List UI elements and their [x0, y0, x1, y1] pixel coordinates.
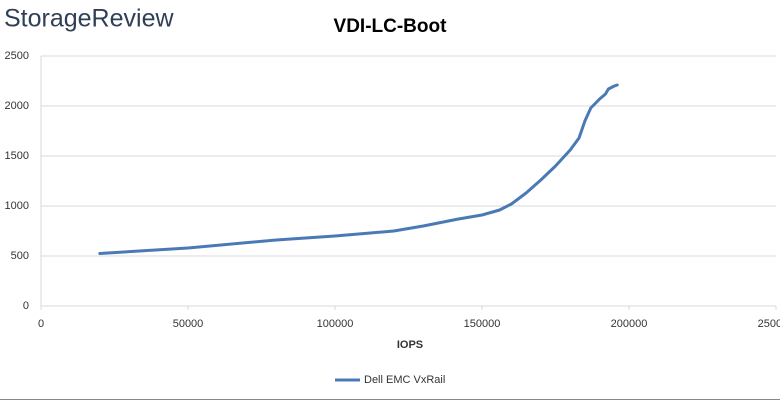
data-line	[98, 83, 619, 255]
y-tick-label: 2500	[5, 50, 29, 62]
x-tick-label: 0	[38, 318, 44, 330]
x-tick-label: 50000	[173, 318, 204, 330]
y-tick-label: 1500	[5, 150, 29, 162]
logo: StorageReview	[4, 5, 174, 33]
x-tick-label: 250000	[758, 318, 780, 330]
x-tick-label: 100000	[317, 318, 354, 330]
x-tick-label: 150000	[464, 318, 501, 330]
x-tick-label: 200000	[611, 318, 648, 330]
y-tick-label: 0	[23, 300, 29, 312]
y-tick-label: 500	[11, 250, 29, 262]
chart-title: VDI-LC-Boot	[334, 16, 448, 37]
x-axis-label: IOPS	[397, 339, 423, 351]
y-tick-label: 2000	[5, 100, 29, 112]
y-tick-label: 1000	[5, 200, 29, 212]
legend-label: Dell EMC VxRail	[364, 374, 445, 386]
